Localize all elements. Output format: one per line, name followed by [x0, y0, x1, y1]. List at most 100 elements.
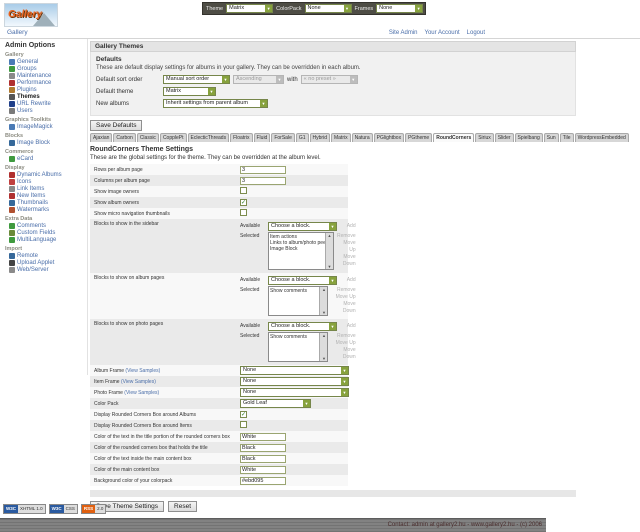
sidebar-item-dynamic-albums[interactable]: Dynamic Albums [9, 172, 87, 178]
photo-frame-view-samples-link[interactable]: (View Samples) [124, 389, 160, 396]
sidebar-item-watermarks[interactable]: Watermarks [9, 207, 87, 213]
tab-eclecticthreads[interactable]: EclecticThreads [187, 133, 230, 142]
ecard-icon [9, 156, 15, 162]
reset-button[interactable]: Reset [168, 501, 198, 512]
site-admin-link[interactable]: Site Admin [388, 29, 418, 36]
sidebar-item-upload-applet[interactable]: Upload Applet [9, 260, 87, 266]
new-albums-select[interactable]: Inherit settings from parent album ▼ [163, 99, 268, 108]
logout-link[interactable]: Logout [466, 29, 485, 36]
rows-per-album-page-input[interactable] [240, 165, 286, 174]
sidebar-item-ecard[interactable]: eCard [9, 156, 87, 162]
frames-select[interactable]: None ▼ [376, 4, 424, 13]
chevron-down-icon: ▼ [260, 100, 267, 107]
show-image-owners-checkbox[interactable] [240, 187, 247, 194]
sidebar-item-plugins[interactable]: Plugins [9, 87, 87, 93]
scrollbar[interactable]: ▲ ▼ [319, 287, 328, 315]
list-item[interactable]: Image Block [270, 246, 298, 252]
blocks-to-show-on-album-pages-available-select[interactable]: Choose a block. ▼ [268, 276, 337, 285]
columns-per-album-page-input[interactable] [240, 176, 286, 185]
tab-siriux[interactable]: Siriux [475, 133, 494, 142]
tab-natura[interactable]: Natura [351, 133, 373, 142]
rss-badge[interactable]: RSS 2.0 [80, 504, 107, 514]
tab-matrix[interactable]: Matrix [330, 133, 351, 142]
tab-sun[interactable]: Sun [543, 133, 559, 142]
tab-carbon[interactable]: Carbon [113, 133, 136, 142]
color-pack-select[interactable]: Gold Leaf ▼ [240, 399, 311, 408]
sidebar-item-image-block[interactable]: Image Block [9, 140, 87, 146]
tab-copplept[interactable]: CopplePt [159, 133, 187, 142]
sidebar-item-url-rewrite[interactable]: URL Rewrite [9, 101, 87, 107]
sidebar-item-maintenance[interactable]: Maintenance [9, 73, 87, 79]
color-of-the-rounded-corners-box-that-holds-the-title-input[interactable] [240, 443, 286, 452]
scrollbar[interactable]: ▲ ▼ [319, 333, 328, 361]
save-defaults-button[interactable]: Save Defaults [90, 120, 143, 131]
sidebar-item-thumbnails[interactable]: Thumbnails [9, 200, 87, 206]
show-micro-navigation-thumbnails-checkbox[interactable] [240, 209, 247, 216]
sidebar-item-performance[interactable]: Performance [9, 80, 87, 86]
sidebar-item-comments[interactable]: Comments [9, 223, 87, 229]
dynamic-albums-icon [9, 172, 15, 178]
list-item[interactable]: Show comments [270, 288, 307, 294]
blocks-to-show-in-the-sidebar-selected-list[interactable]: Item actions Links to album/photo peers Im… [268, 232, 334, 270]
tab-wordpressembedded[interactable]: WordpressEmbedded [574, 133, 629, 142]
background-color-of-your-colorpack-input[interactable] [240, 476, 286, 485]
tab-floatrix[interactable]: Floatrix [230, 133, 253, 142]
sidebar-item-multilanguage[interactable]: MultiLanguage [9, 237, 87, 243]
tab-g1[interactable]: G1 [295, 133, 309, 142]
tab-pgtheme[interactable]: PGtheme [405, 133, 433, 142]
blocks-to-show-on-photo-pages-available-select[interactable]: Choose a block. ▼ [268, 322, 337, 331]
sidebar-item-users[interactable]: Users [9, 108, 87, 114]
blocks-to-show-on-album-pages-selected-list[interactable]: Show comments ▲ ▼ [268, 286, 329, 316]
color-of-the-text-in-the-title-portion-of-the-rounded-corners-box-input[interactable] [240, 432, 286, 441]
default-theme-select[interactable]: Matrix ▼ [163, 87, 216, 96]
theme-select[interactable]: Matrix ▼ [226, 4, 274, 13]
scrollbar[interactable]: ▲ ▼ [325, 233, 333, 269]
sidebar-item-link-items[interactable]: Link Items [9, 186, 87, 192]
sidebar-item-groups[interactable]: Groups [9, 66, 87, 72]
sidebar-item-remote[interactable]: Remote [9, 253, 87, 259]
default-sort-order-select[interactable]: Manual sort order ▼ [163, 75, 230, 84]
tab-roundcorners[interactable]: RoundCorners [433, 133, 475, 142]
tab-hybrid[interactable]: Hybrid [309, 133, 330, 142]
list-item[interactable]: Links to album/photo peers [270, 240, 325, 246]
tab-fluid[interactable]: Fluid [253, 133, 271, 142]
settings-row-show-album-owners: Show album owners ✓ [90, 197, 348, 208]
photo-frame-select[interactable]: None ▼ [240, 388, 349, 397]
sidebar-item-web-server[interactable]: Web/Server [9, 267, 87, 273]
display-rounded-corners-box-around-albums-checkbox[interactable]: ✓ [240, 411, 247, 418]
show-album-owners-checkbox[interactable]: ✓ [240, 199, 247, 206]
your-account-link[interactable]: Your Account [424, 29, 460, 36]
sidebar-item-new-items[interactable]: New Items [9, 193, 87, 199]
sidebar: Admin Options Gallery General Groups Mainte… [0, 39, 88, 375]
item-frame-select[interactable]: None ▼ [240, 377, 349, 386]
tab-slider[interactable]: Slider [494, 133, 514, 142]
blocks-to-show-on-photo-pages-selected-list[interactable]: Show comments ▲ ▼ [268, 332, 329, 362]
color-of-the-main-content-box-input[interactable] [240, 465, 286, 474]
blocks-to-show-in-the-sidebar-available-select[interactable]: Choose a block. ▼ [268, 222, 337, 231]
sidebar-item-imagemagick[interactable]: ImageMagick [9, 124, 87, 130]
sidebar-item-general[interactable]: General [9, 59, 87, 65]
album-frame-select[interactable]: None ▼ [240, 366, 349, 375]
list-item[interactable]: Show comments [270, 334, 307, 340]
tab-classic[interactable]: Classic [136, 133, 159, 142]
settings-row-blocks-to-show-in-the-sidebar: Blocks to show in the sidebar Available Ch… [90, 219, 356, 273]
xhtml-badge[interactable]: W3C XHTML 1.0 [3, 504, 46, 514]
tab-forsale[interactable]: ForSale [271, 133, 295, 142]
tab-spielbang[interactable]: Spielbang [514, 133, 543, 142]
tab-tile[interactable]: Tile [559, 133, 574, 142]
sidebar-item-themes[interactable]: Themes [9, 94, 87, 100]
breadcrumb[interactable]: Gallery [7, 29, 28, 36]
tab-ajaxian[interactable]: Ajaxian [90, 133, 113, 142]
colorpack-select[interactable]: None ▼ [304, 4, 352, 13]
css-badge[interactable]: W3C CSS [48, 504, 78, 514]
list-item[interactable]: Item actions [270, 234, 297, 240]
sidebar-item-custom-fields[interactable]: Custom Fields [9, 230, 87, 236]
tab-pglightbox[interactable]: PGlightbox [373, 133, 405, 142]
display-rounded-corners-box-around-items-checkbox[interactable] [240, 421, 247, 428]
album-frame-view-samples-link[interactable]: (View Samples) [125, 367, 161, 374]
sidebar-item-icons[interactable]: Icons [9, 179, 87, 185]
item-frame-view-samples-link[interactable]: (View Samples) [120, 378, 156, 385]
color-of-the-text-inside-the-main-content-box-input[interactable] [240, 454, 286, 463]
gallery-logo[interactable]: Gallery [4, 3, 58, 27]
mountain-icon [33, 13, 55, 26]
